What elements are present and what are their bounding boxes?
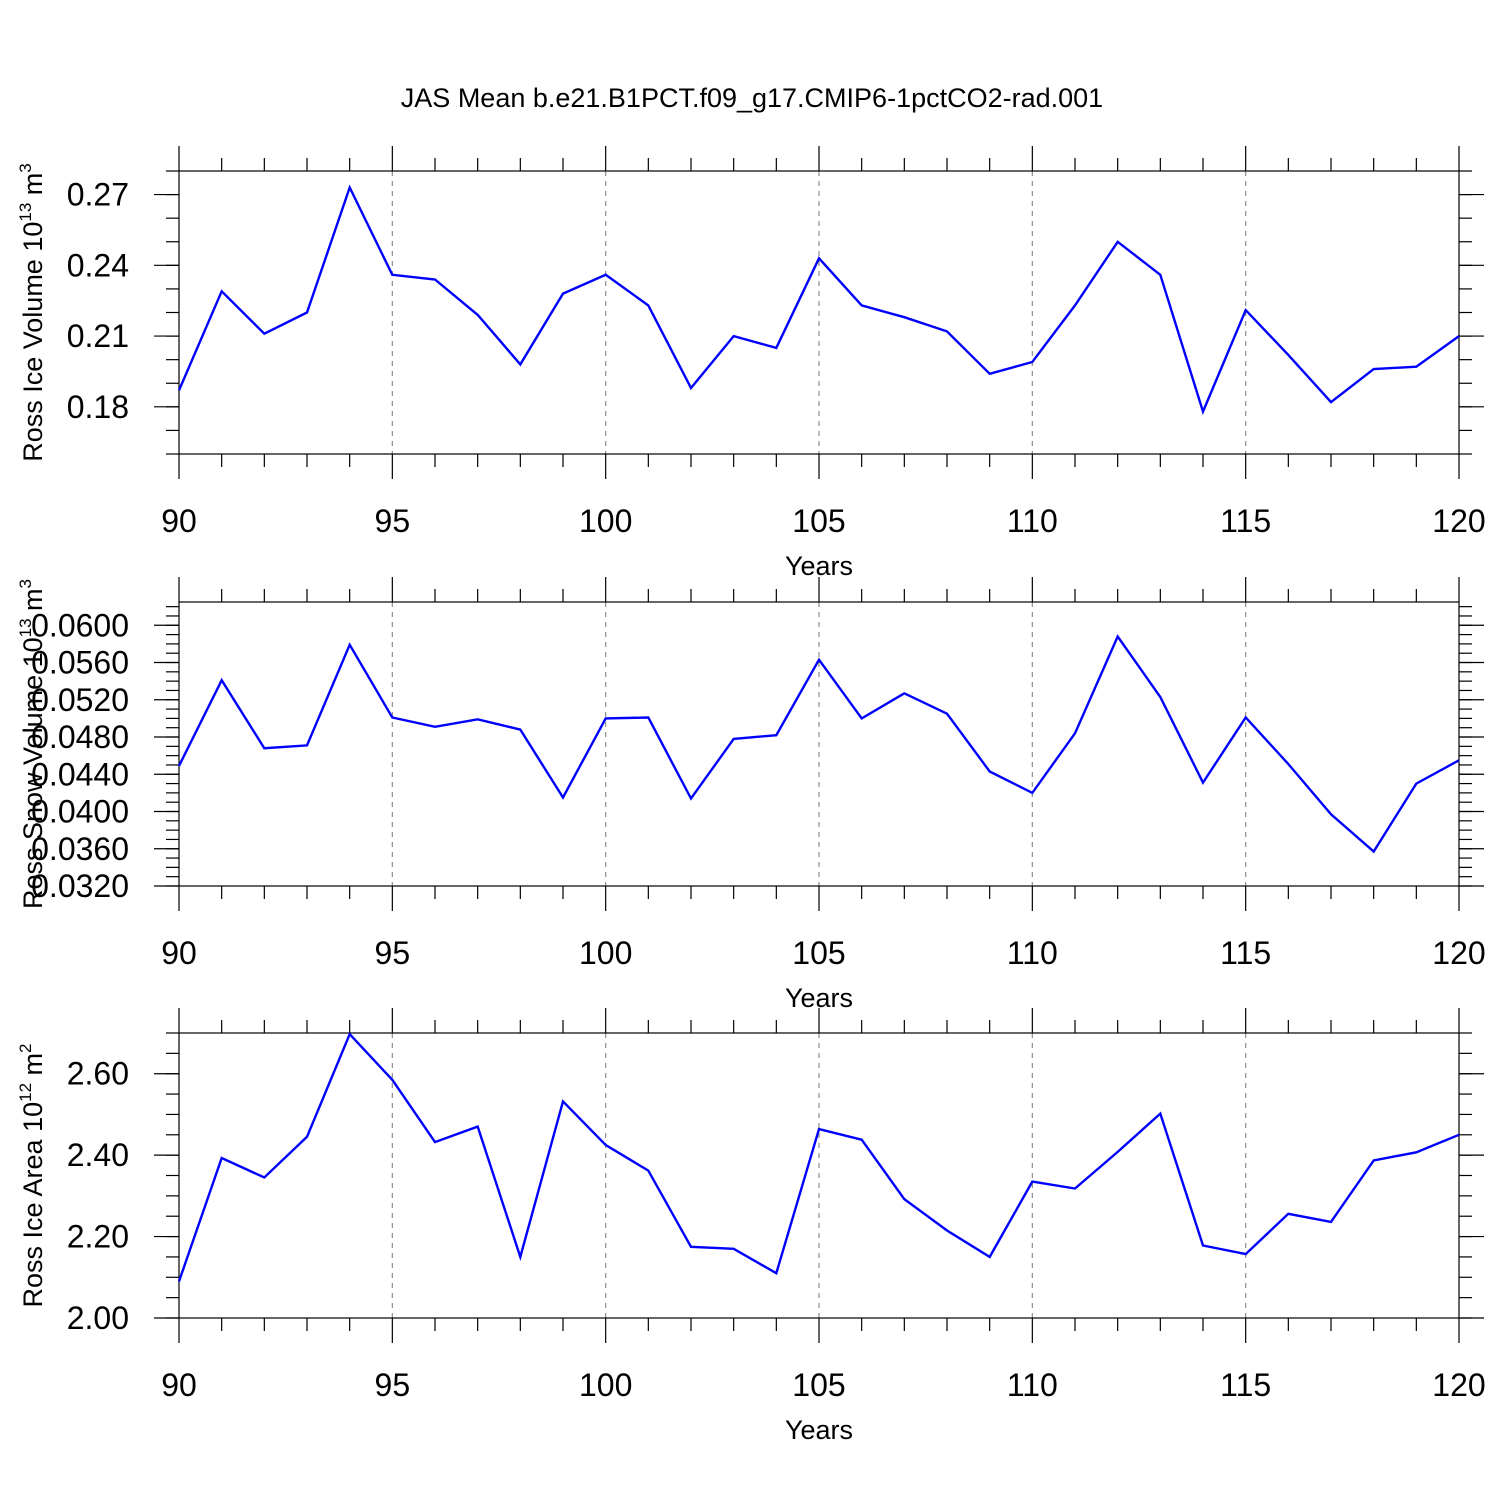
ice-volume-y-tick-label: 0.24 — [67, 247, 129, 283]
snow-volume-y-tick-label: 0.0600 — [31, 607, 129, 643]
ice-area-x-tick-label: 110 — [1007, 1367, 1058, 1403]
ice-volume-x-tick-label: 115 — [1220, 503, 1271, 539]
ice-volume-y-tick-label: 0.21 — [67, 318, 129, 354]
snow-volume-x-tick-label: 110 — [1007, 935, 1058, 971]
snow-volume-x-tick-label: 120 — [1432, 935, 1485, 971]
snow-volume-y-tick-label: 0.0360 — [31, 831, 129, 867]
ice-area-series-line — [177, 1032, 1460, 1282]
ice-area-x-tick-label: 115 — [1220, 1367, 1271, 1403]
ice-volume-y-axis-title: Ross Ice Volume 1013 m3 — [16, 163, 48, 462]
ice-area-x-tick-label: 95 — [375, 1367, 411, 1403]
panel-snow-volume: 0.03200.03600.04000.04400.04800.05200.05… — [16, 577, 1486, 1013]
ice-area-x-tick-label: 90 — [161, 1367, 197, 1403]
ice-volume-y-tick-label: 0.27 — [67, 177, 129, 213]
ice-volume-y-tick-label: 0.18 — [67, 389, 129, 425]
ice-volume-x-tick-label: 100 — [579, 503, 632, 539]
snow-volume-x-tick-label: 90 — [161, 935, 197, 971]
snow-volume-y-tick-label: 0.0440 — [31, 756, 129, 792]
snow-volume-y-tick-label: 0.0560 — [31, 645, 129, 681]
ice-area-x-tick-label: 105 — [792, 1367, 845, 1403]
ice-volume-x-tick-label: 95 — [375, 503, 411, 539]
ice-volume-x-tick-label: 110 — [1007, 503, 1058, 539]
ice-area-y-tick-label: 2.00 — [67, 1300, 129, 1336]
ice-area-y-tick-label: 2.20 — [67, 1219, 129, 1255]
ice-area-x-tick-label: 120 — [1432, 1367, 1485, 1403]
ice-area-x-axis-title: Years — [785, 1415, 853, 1445]
ice-volume-x-tick-label: 90 — [161, 503, 197, 539]
ice-area-y-axis-title: Ross Ice Area 1012 m2 — [16, 1043, 48, 1307]
snow-volume-x-tick-label: 115 — [1220, 935, 1271, 971]
snow-volume-y-tick-label: 0.0320 — [31, 868, 129, 904]
ice-area-y-tick-label: 2.60 — [67, 1056, 129, 1092]
ice-volume-series-line — [177, 184, 1460, 416]
ice-volume-x-tick-label: 105 — [792, 503, 845, 539]
panel-ice-area: 2.00 2.20 2.40 2.60 90 95 100 105 110 115 120 Years… — [16, 1008, 1486, 1445]
chart-title: JAS Mean b.e21.B1PCT.f09_g17.CMIP6-1pctC… — [401, 83, 1103, 113]
snow-volume-x-tick-label: 100 — [579, 935, 632, 971]
ice-area-x-tick-label: 100 — [579, 1367, 632, 1403]
ice-area-y-tick-label: 2.40 — [67, 1137, 129, 1173]
snow-volume-y-axis-title: Ross Snow Volume 1013 m3 — [16, 579, 48, 909]
panel-ice-volume: 0.18 0.21 0.24 0.27 90 95 100 105 110 115 120 Years… — [16, 146, 1486, 581]
ice-volume-x-tick-label: 120 — [1432, 503, 1485, 539]
snow-volume-y-tick-label: 0.0480 — [31, 719, 129, 755]
snow-volume-y-tick-label: 0.0520 — [31, 682, 129, 718]
ice-volume-x-axis-title: Years — [785, 551, 853, 581]
snow-volume-x-tick-label: 105 — [792, 935, 845, 971]
snow-volume-series-line — [177, 634, 1460, 854]
snow-volume-x-tick-label: 95 — [375, 935, 411, 971]
snow-volume-y-tick-label: 0.0400 — [31, 794, 129, 830]
